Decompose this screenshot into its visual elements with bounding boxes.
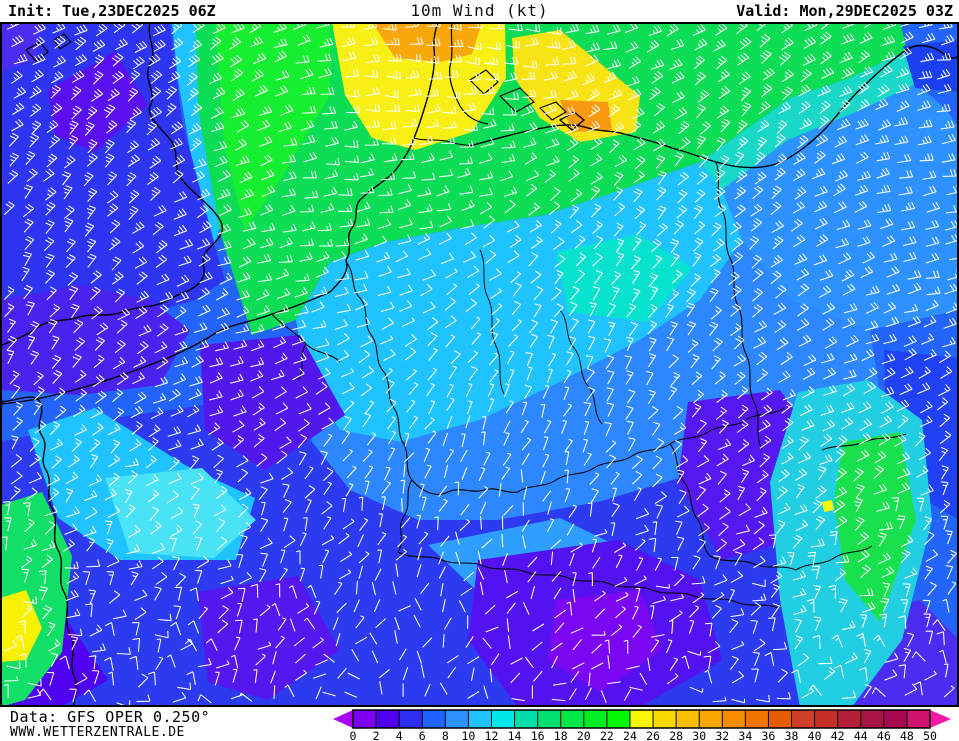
colorbar-tick-label: 18 [554,729,568,741]
colorbar-segment-8 [537,710,562,728]
coastline-biscay-french-west-coast [1,396,77,706]
border-south-alps-it-borders [609,583,779,609]
colorbar-tick-label: 22 [600,729,614,741]
colorbar-tick-label: 48 [900,729,914,741]
windfield-region-channel-purple-east [200,335,345,470]
colorbar-segment-24 [906,710,931,728]
website-label: WWW.WETTERZENTRALE.DE [10,725,185,740]
colorbar-segment-6 [491,710,516,728]
colorbar-segment-20 [814,710,839,728]
border-de-state-border-1 [479,249,505,395]
windfield-region-germany-cyan [296,162,742,442]
coastline-dutch-german-danish-coast [329,23,439,293]
colorbar-tick-label: 4 [396,729,403,741]
border-de-cz-border [517,443,711,557]
colorbar-tick-label: 28 [669,729,683,741]
colorbar-tick-label: 26 [646,729,660,741]
border-be-fr-border [271,313,341,381]
colorbar-under-arrow [333,710,353,728]
colorbar-segment-22 [860,710,885,728]
border-alpine-borders [397,551,611,585]
colorbar: 0 2 4 6 8 10 12 14 16 18 20 22 24 26 28 30 32 34 36 38 40 42 4… [333,709,951,741]
colorbar-segment-17 [745,710,769,728]
map-title: 10m Wind (kt) [410,1,549,20]
colorbar-tick-label: 50 [923,729,937,741]
wind-field-layer [1,23,958,706]
colorbar-segment-21 [837,710,862,728]
colorbar-tick-label: 42 [831,729,845,741]
colorbar-frame [352,709,931,729]
border-nl-de-west-border [345,261,413,481]
colorbar-tick-label: 16 [531,729,545,741]
header-bar: Init: Tue,23DEC2025 06Z 10m Wind (kt) Va… [0,0,959,22]
border-dk-de-border [413,137,471,147]
border-de-state-border-2 [559,309,603,425]
colorbar-tick-label: 0 [350,729,357,741]
colorbar-segment-15 [699,710,723,728]
windfield-region-baltic-light-blue [722,84,958,330]
colorbar-segment-2 [399,710,423,728]
windfield-region-navy-top-right [903,40,958,92]
colorbar-segment-18 [768,710,793,728]
colorbar-tick-label: 32 [715,729,729,741]
border-de-fr-ch-border [397,479,519,553]
colorbar-tick-label: 8 [442,729,449,741]
windfield-region-violet-top-left [1,23,42,72]
colorbar-segment-14 [676,710,700,728]
colorbar-segment-11 [606,710,631,728]
colorbar-tick-label: 2 [373,729,380,741]
valid-time-label: Valid: Mon,29DEC2025 03Z [736,2,953,20]
colorbar-segment-10 [583,710,608,728]
map-frame [0,22,959,707]
colorbar-segment-13 [653,710,677,728]
colorbar-segment-19 [791,710,816,728]
data-source-label: Data: GFS OPER 0.250° [10,708,211,726]
colorbar-tick-label: 20 [577,729,591,741]
colorbar-segment-1 [376,710,400,728]
colorbar-tick-label: 30 [692,729,706,741]
colorbar-tick-label: 40 [808,729,822,741]
colorbar-tick-label: 12 [485,729,499,741]
colorbar-over-arrow [930,710,951,728]
windfield-region-orange-denmark [560,100,612,132]
colorbar-segment-12 [629,710,654,728]
colorbar-tick-label: 34 [738,729,752,741]
colorbar-tick-label: 6 [419,729,426,741]
colorbar-segment-7 [514,710,539,728]
coastline-denmark-east-islands [449,23,567,125]
colorbar-segment-23 [883,710,908,728]
colorbar-tick-label: 10 [461,729,475,741]
windfield-region-yellow-dot-east [822,500,834,512]
windfield-region-turquoise-core [556,234,692,322]
colorbar-segment-4 [445,710,469,728]
colorbar-segment-16 [722,710,746,728]
colorbar-segment-0 [353,710,377,728]
coastline-uk-coast [1,23,224,347]
colorbar-tick-label: 46 [877,729,891,741]
windfield-region-orange-top [372,23,482,62]
windfield-region-right-green-core [834,432,916,622]
colorbar-tick-label: 44 [854,729,868,741]
colorbar-tick-label: 38 [785,729,799,741]
colorbar-tick-label: 36 [762,729,776,741]
colorbar-segment-9 [560,710,585,728]
wind-map-canvas [0,22,959,707]
wind-barbs-layer [1,23,958,706]
colorbar-segment-3 [422,710,446,728]
init-time-label: Init: Tue,23DEC2025 06Z [8,2,216,20]
colorbar-tick-label: 14 [508,729,522,741]
colorbar-segment-5 [468,710,492,728]
colorbar-tick-label: 24 [623,729,637,741]
windfield-region-uk-purple-north [48,52,148,152]
